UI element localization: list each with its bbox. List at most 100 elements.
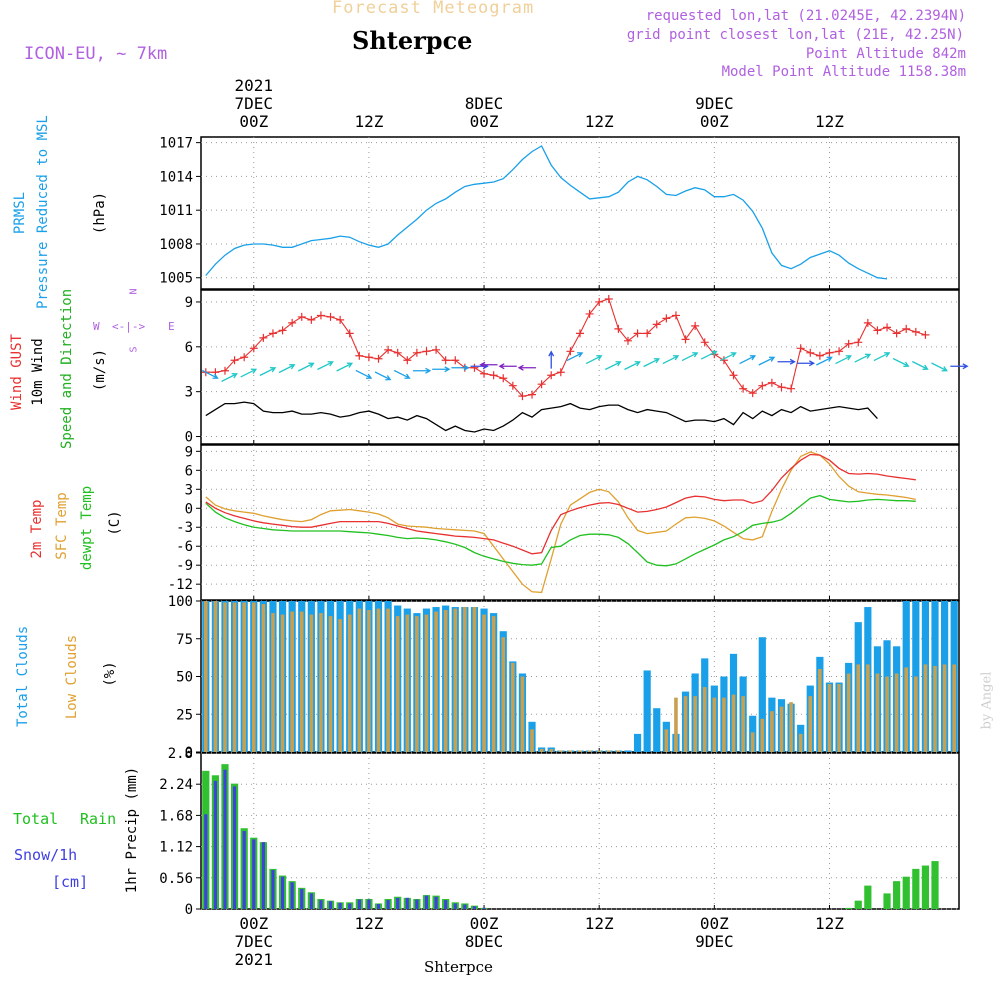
panel-frame bbox=[200, 444, 960, 601]
low-cloud-bar bbox=[453, 608, 458, 752]
low-cloud-bar bbox=[203, 601, 208, 752]
gust-point bbox=[796, 344, 805, 353]
total-cloud-bar bbox=[643, 670, 651, 752]
wind-arrow bbox=[700, 350, 718, 360]
wind-arrow bbox=[240, 368, 258, 378]
y-tick-label: 1.12 bbox=[159, 840, 193, 856]
gust-point bbox=[883, 323, 892, 332]
gust-point bbox=[595, 297, 604, 306]
gust-point bbox=[604, 294, 613, 303]
low-cloud-bar bbox=[242, 602, 246, 752]
dewpt-temp-line bbox=[205, 494, 916, 567]
precip-cm-label: [cm] bbox=[52, 873, 89, 891]
y-tick-label: 1017 bbox=[159, 136, 193, 152]
low-cloud-bar bbox=[597, 750, 601, 752]
t2m-line bbox=[205, 453, 916, 555]
y-tick-label: 0 bbox=[185, 745, 193, 761]
precip-total-bar bbox=[921, 865, 930, 909]
wind-arrow bbox=[297, 362, 315, 372]
y-tick-label: 9 bbox=[185, 295, 193, 311]
wind-arrow bbox=[317, 361, 334, 371]
wind-arrow bbox=[548, 350, 555, 369]
low-cloud-bar bbox=[559, 750, 563, 752]
y-tick-label: 25 bbox=[176, 707, 193, 723]
low-cloud-bar bbox=[530, 729, 534, 752]
gust-point bbox=[451, 356, 460, 365]
gust-point bbox=[374, 354, 383, 363]
gust-point bbox=[537, 380, 546, 389]
gust-point bbox=[345, 329, 354, 338]
precip-total-label: Total bbox=[13, 810, 59, 828]
wind-arrow bbox=[517, 364, 536, 371]
y-tick-label: 3 bbox=[185, 482, 193, 498]
wind-arrow bbox=[950, 363, 969, 370]
gust-point bbox=[729, 371, 738, 380]
snow-bar bbox=[242, 831, 246, 909]
precip-total-bar bbox=[883, 893, 891, 909]
low-cloud-bar bbox=[290, 611, 294, 752]
top-time-label: 2021 bbox=[235, 76, 274, 95]
wind-arrow bbox=[854, 353, 872, 363]
wind-arrow bbox=[604, 361, 622, 371]
low-cloud-bar bbox=[309, 614, 314, 752]
y-tick-label: 1011 bbox=[159, 203, 193, 219]
footer-location: Shterpce bbox=[424, 958, 493, 976]
wind-arrow bbox=[278, 364, 296, 374]
y-tick-label: -3 bbox=[176, 520, 193, 536]
top-time-label: 00Z bbox=[239, 112, 268, 131]
gust-point bbox=[671, 311, 680, 320]
gust-point bbox=[681, 335, 690, 344]
low-cloud-bar bbox=[367, 610, 371, 752]
y-tick-label: -9 bbox=[176, 558, 193, 574]
snow-bar bbox=[444, 900, 448, 909]
gust-point bbox=[911, 327, 920, 336]
gust-point bbox=[364, 353, 373, 362]
wind-arrow bbox=[566, 352, 584, 362]
wind-arrow bbox=[835, 355, 852, 365]
gust-point bbox=[854, 338, 863, 347]
gust-point bbox=[528, 390, 537, 399]
y-tick-label: 2.24 bbox=[159, 777, 193, 793]
precip-snow-label: Snow/1h bbox=[14, 846, 78, 864]
gust-point bbox=[835, 347, 844, 356]
low-cloud-bar bbox=[731, 694, 736, 752]
low-cloud-bar bbox=[434, 611, 438, 752]
low-cloud-bar bbox=[463, 607, 467, 752]
low-cloud-bar bbox=[722, 697, 726, 752]
top-time-label: 00Z bbox=[470, 112, 499, 131]
location-title: Shterpce bbox=[352, 26, 473, 55]
model-altitude: Model Point Altitude 1158.38m bbox=[721, 64, 966, 80]
low-cloud-bar bbox=[549, 748, 554, 752]
bottom-time-label: 00Z bbox=[239, 914, 268, 933]
gust-point bbox=[863, 318, 872, 327]
low-cloud-bar bbox=[942, 664, 947, 752]
product-title: Forecast Meteogram bbox=[332, 0, 535, 18]
low-cloud-bar bbox=[894, 673, 899, 752]
low-cloud-bar bbox=[491, 616, 496, 752]
model-label: ICON-EU, ~ 7km bbox=[24, 44, 168, 64]
wind-arrow bbox=[643, 358, 661, 368]
wind-line bbox=[205, 401, 878, 433]
bottom-time-label: 00Z bbox=[470, 914, 499, 933]
low-cloud-bar bbox=[606, 750, 611, 752]
gust-line bbox=[205, 298, 926, 397]
gust-point bbox=[316, 311, 325, 320]
gust-point bbox=[921, 330, 930, 339]
gust-point bbox=[623, 336, 632, 345]
low-cloud-bar bbox=[837, 684, 841, 752]
wind-arrow bbox=[201, 369, 219, 379]
wind-arrow bbox=[412, 367, 432, 374]
low-cloud-bar bbox=[232, 602, 237, 752]
y-tick-label: 2.8 bbox=[168, 746, 193, 762]
precip-total-bar bbox=[912, 868, 920, 909]
top-time-label: 12Z bbox=[354, 112, 383, 131]
gust-point bbox=[758, 381, 767, 390]
gust-point bbox=[892, 329, 901, 338]
low-cloud-bar bbox=[866, 664, 870, 752]
wind-arrow bbox=[498, 363, 517, 370]
bottom-time-label: 12Z bbox=[585, 914, 614, 933]
total-cloud-bar bbox=[624, 750, 632, 752]
gust-point bbox=[278, 326, 287, 335]
low-cloud-bar bbox=[347, 614, 352, 752]
low-cloud-bar bbox=[482, 614, 486, 752]
